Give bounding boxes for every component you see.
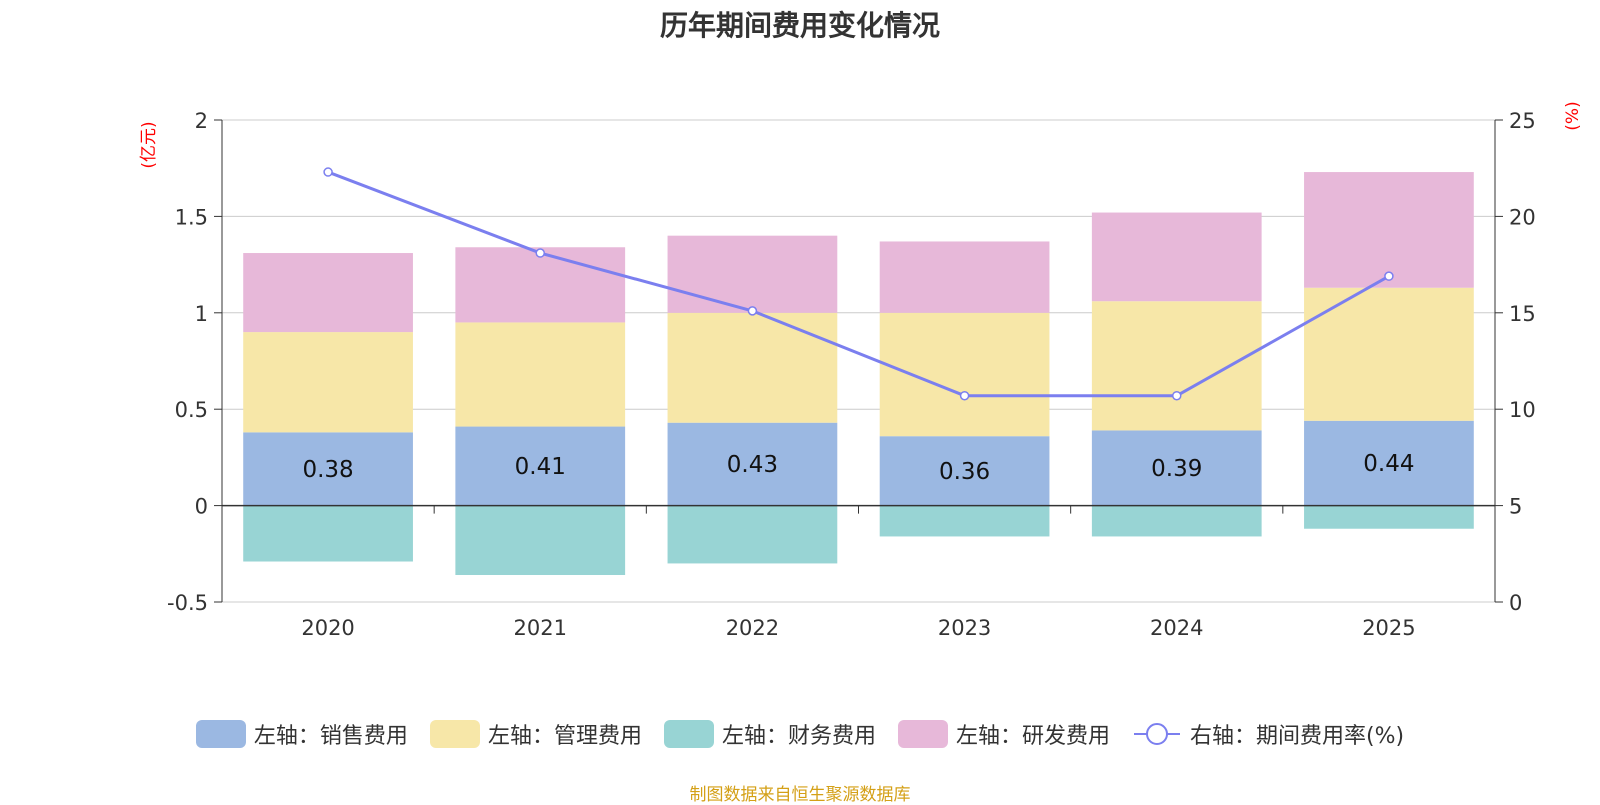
bar-segment: [243, 432, 413, 506]
legend-label-admin: 左轴：管理费用: [487, 724, 642, 749]
bar-segment: [243, 253, 413, 333]
bar-segment: [667, 422, 838, 506]
data-label: 0.36: [939, 459, 990, 485]
right-tick-label: 15: [1509, 302, 1536, 326]
legend-label-rate: 右轴：期间费用率(%): [1189, 724, 1405, 749]
rate-point: [959, 390, 970, 401]
legend-item-sales[interactable]: 左轴：销售费用: [195, 718, 408, 750]
right-tick-label: 20: [1509, 205, 1536, 229]
right-tick-label: 10: [1509, 398, 1536, 422]
source-note: 制图数据来自恒生聚源数据库: [689, 785, 911, 805]
x-tick-label: 2022: [726, 616, 779, 640]
rate-point: [1172, 390, 1182, 401]
right-tick-label: 25: [1509, 109, 1536, 133]
x-tick-label: 2023: [938, 616, 991, 640]
legend-label-finance: 左轴：财务费用: [721, 724, 876, 749]
right-tick-label: 5: [1509, 495, 1522, 519]
data-label: 0.41: [515, 454, 566, 480]
bar-segment: [879, 241, 1050, 313]
bar-segment: [243, 332, 413, 433]
rate-point: [1384, 271, 1394, 281]
bar-segment: [1091, 301, 1262, 431]
legend-swatch-finance: [663, 720, 714, 748]
bar-segment: [879, 505, 1050, 537]
gridlines: [222, 119, 1495, 603]
rate-point: [535, 248, 545, 258]
bar-segment: [1304, 505, 1474, 529]
left-axis-unit: (亿元): [139, 121, 159, 168]
bar-segment: [243, 505, 413, 562]
legend-item-rd[interactable]: 左轴：研发费用: [897, 718, 1110, 750]
legend-swatch-admin: [429, 720, 480, 748]
left-tick-label: 1: [195, 302, 208, 326]
rate-point: [747, 306, 758, 316]
legend: 左轴：销售费用 左轴：管理费用 左轴：财务费用 左轴：研发费用 右轴：期间费用率…: [0, 718, 1600, 750]
legend-label-rd: 左轴：研发费用: [955, 724, 1110, 749]
legend-swatch-sales: [195, 720, 246, 748]
bar-segment: [1091, 505, 1262, 537]
bar-segment: [455, 505, 626, 576]
bar-segment: [455, 322, 626, 427]
bar-segment: [1091, 212, 1262, 302]
left-tick-label: 1.5: [175, 205, 208, 229]
bar-segment: [1304, 420, 1474, 506]
left-tick-label: 0: [195, 495, 208, 519]
x-tick-label: 2025: [1362, 616, 1415, 640]
legend-label-sales: 左轴：销售费用: [253, 724, 408, 749]
legend-item-rate[interactable]: 右轴：期间费用率(%): [1132, 718, 1404, 750]
bar-segment: [879, 312, 1050, 437]
legend-item-finance[interactable]: 左轴：财务费用: [663, 718, 876, 750]
bars: [243, 172, 1474, 576]
bar-segment: [667, 312, 838, 423]
rate-point: [323, 167, 333, 177]
legend-swatch-rd: [897, 720, 948, 748]
left-tick-label: 2: [195, 109, 208, 133]
legend-item-admin[interactable]: 左轴：管理费用: [429, 718, 642, 750]
data-label: 0.38: [302, 457, 353, 483]
chart-title: 历年期间费用变化情况: [659, 9, 940, 42]
data-label: 0.39: [1151, 456, 1202, 482]
x-tick-label: 2024: [1150, 616, 1203, 640]
bar-segment: [667, 505, 838, 564]
bar-segment: [1304, 287, 1474, 421]
bar-segment: [1304, 172, 1474, 288]
bar-segment: [1091, 430, 1262, 506]
left-tick-label: -0.5: [167, 591, 208, 615]
rate-line: [323, 167, 1394, 401]
data-label: 0.44: [1363, 451, 1414, 477]
rate-line-path: [327, 170, 1390, 398]
line-marker-icon: [1133, 723, 1180, 745]
data-label: 0.43: [727, 452, 778, 478]
bar-segment: [455, 426, 626, 506]
right-axis-unit: (%): [1563, 101, 1583, 130]
data-labels: 0.38 0.41 0.43 0.36 0.39 0.44: [302, 451, 1414, 485]
right-tick-label: 0: [1509, 591, 1522, 615]
bar-segment: [455, 247, 626, 323]
x-tick-label: 2020: [301, 616, 354, 640]
x-tick-label: 2021: [514, 616, 567, 640]
bar-segment: [667, 235, 838, 313]
left-tick-label: 0.5: [175, 398, 208, 422]
bar-segment: [879, 436, 1050, 506]
